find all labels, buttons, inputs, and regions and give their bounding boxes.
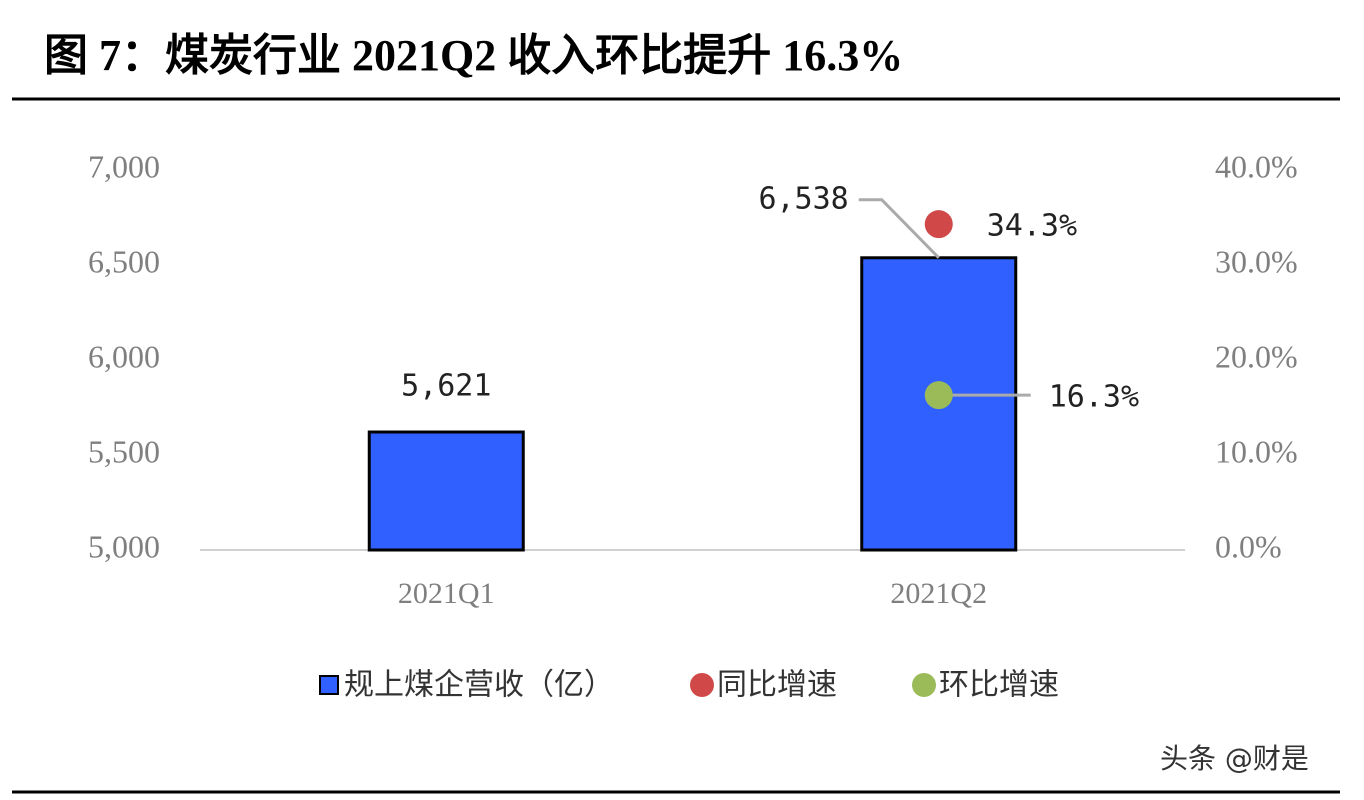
- leader-line: [858, 198, 940, 259]
- y-tick-label: 6,000: [88, 338, 160, 374]
- y2-tick-label: 40.0%: [1215, 148, 1298, 184]
- legend-label: 环比增速: [939, 668, 1059, 703]
- y2-tick-label: 10.0%: [1215, 433, 1298, 469]
- y2-tick-label: 20.0%: [1215, 338, 1298, 374]
- legend-label: 同比增速: [717, 668, 837, 703]
- point: [924, 210, 953, 239]
- x-tick-label: 2021Q2: [890, 577, 987, 610]
- y-tick-label: 7,000: [88, 148, 160, 184]
- legend-swatch: [912, 673, 936, 697]
- y2-tick-label: 30.0%: [1215, 243, 1298, 279]
- y-tick-label: 6,500: [88, 243, 160, 279]
- watermark: 头条 @财是: [1160, 742, 1309, 775]
- y2-tick-label: 0.0%: [1215, 528, 1282, 564]
- data-label: 16.3%: [1049, 380, 1139, 415]
- data-label: 5,621: [401, 369, 491, 404]
- data-label: 34.3%: [987, 209, 1077, 244]
- legend-swatch: [319, 675, 339, 695]
- y-tick-label: 5,500: [88, 433, 160, 469]
- y-tick-label: 5,000: [88, 528, 160, 564]
- legend-label: 规上煤企营收（亿）: [344, 668, 614, 703]
- bar: [367, 430, 525, 552]
- data-label: 6,538: [758, 181, 848, 216]
- chart-title: 图 7：煤炭行业 2021Q2 收入环比提升 16.3%: [44, 31, 903, 80]
- x-tick-label: 2021Q1: [398, 577, 495, 610]
- legend-swatch: [690, 673, 714, 697]
- point: [924, 381, 953, 410]
